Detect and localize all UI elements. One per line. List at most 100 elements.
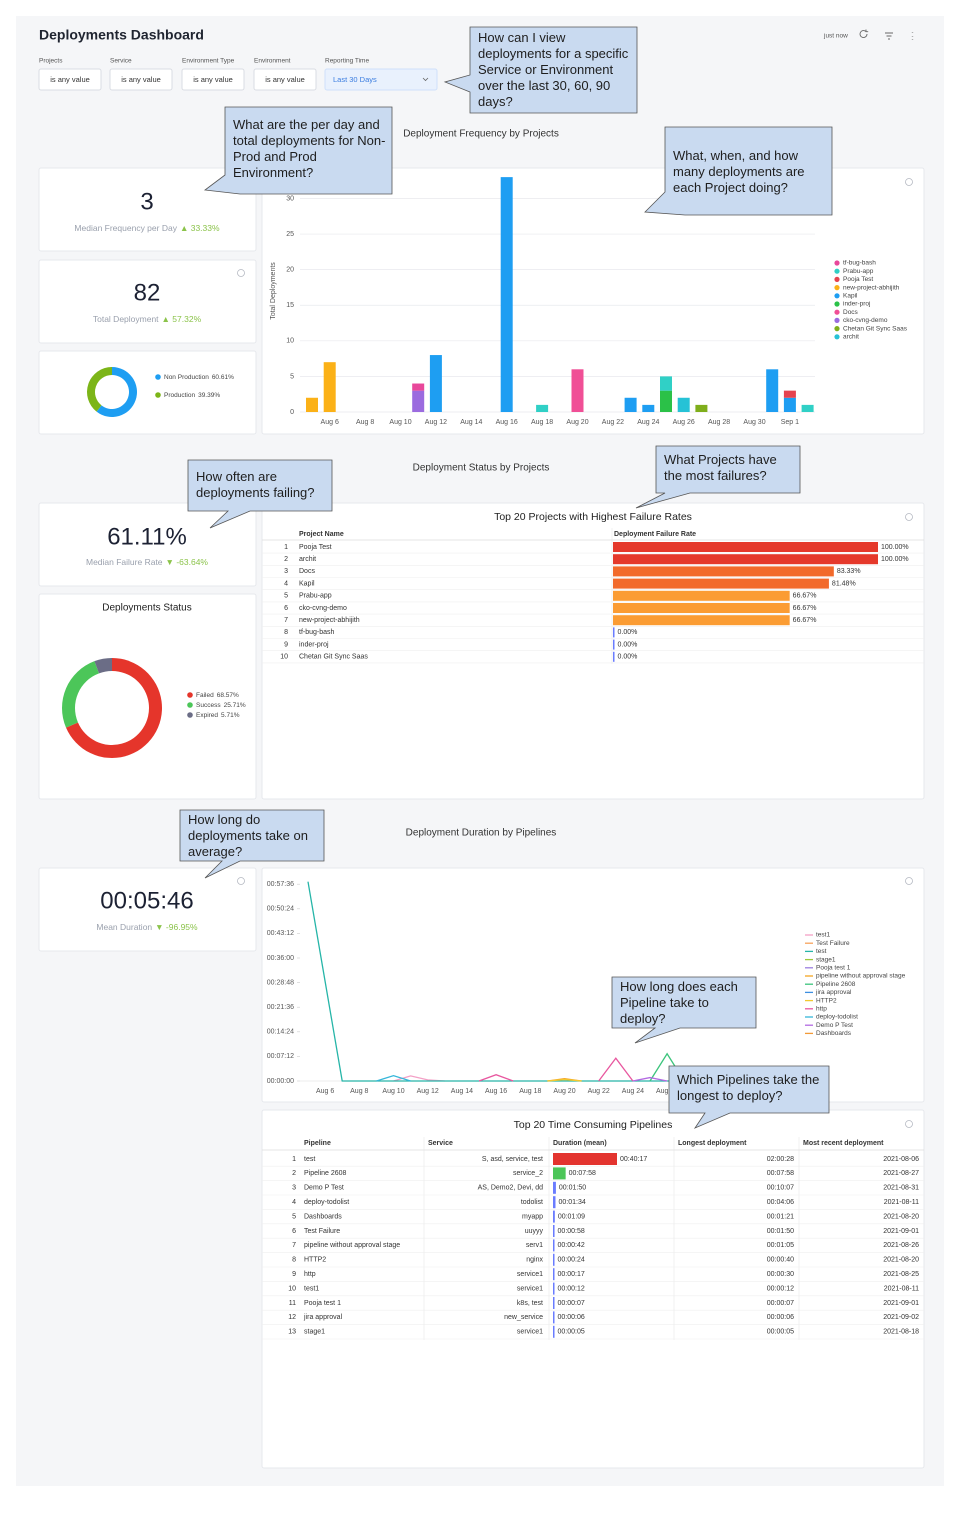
callout-text: How can I view deployments for a specifi…: [478, 30, 629, 109]
legend-label: archit: [843, 334, 859, 341]
filter-box[interactable]: [324, 68, 438, 91]
table-title: Top 20 Time Consuming Pipelines: [514, 1119, 673, 1131]
x-tick-label: Sep 1: [781, 419, 799, 426]
failure-rate-label: 100.00%: [881, 556, 909, 563]
legend-swatch: [834, 309, 840, 315]
pipeline-name: Pooja test 1: [304, 1300, 341, 1307]
legend-value: 68.57%: [217, 692, 239, 699]
line-series: [632, 1076, 668, 1082]
filter-box[interactable]: [181, 68, 245, 91]
x-tick-label: Aug 16: [496, 419, 518, 426]
service-name: myapp: [522, 1213, 543, 1220]
legend-label: stage1: [816, 956, 836, 963]
legend-label: pipeline without approval stage: [816, 973, 906, 980]
legend-swatch: [834, 285, 840, 291]
row-number: 11: [289, 1300, 296, 1307]
legend-name: Expired: [196, 712, 218, 719]
pipeline-name: Pipeline 2608: [304, 1170, 347, 1177]
panel-menu-icon[interactable]: [905, 877, 913, 885]
dashboard-title: Deployments Dashboard: [39, 27, 204, 43]
legend-label: test1: [816, 932, 830, 939]
y-tick-label: 30: [286, 195, 294, 202]
legend-label: Pipeline 2608: [816, 981, 856, 988]
kpi-change: ▼ -63.64%: [166, 557, 209, 567]
filter-box[interactable]: [253, 68, 317, 91]
longest-deployment: 00:01:21: [767, 1213, 794, 1220]
y-tick-label: 00:43:12: [267, 930, 294, 937]
panel-menu-icon[interactable]: [905, 178, 913, 186]
bar: [536, 404, 549, 412]
callout-text: How often are deployments failing?: [196, 469, 315, 500]
panel-menu-icon[interactable]: [237, 269, 245, 277]
filter-box[interactable]: [38, 68, 102, 91]
legend-label: Demo P Test: [816, 1022, 853, 1029]
filter-value: Last 30 Days: [333, 75, 377, 84]
row-number: 1: [292, 1156, 296, 1163]
duration-label: 00:00:58: [558, 1228, 585, 1235]
filter-box[interactable]: [109, 68, 173, 91]
recent-deployment: 2021-08-26: [883, 1242, 919, 1249]
legend-swatch: [834, 326, 840, 332]
line-series: [307, 881, 685, 1082]
filter-label: Environment: [254, 58, 291, 65]
kpi-value: 61.11%: [107, 523, 187, 550]
service-name: uuyyy: [525, 1228, 544, 1235]
failure-rate-label: 66.67%: [793, 617, 817, 624]
kpi-change: ▲ 57.32%: [162, 314, 202, 324]
row-number: 7: [284, 617, 288, 624]
service-name: nginx: [526, 1257, 543, 1264]
pipeline-name: stage1: [304, 1329, 325, 1336]
refresh-icon[interactable]: [859, 29, 869, 38]
legend-swatch: [834, 268, 840, 274]
filter-icon[interactable]: [885, 32, 893, 40]
last-updated: just now: [823, 33, 848, 40]
pipeline-name: http: [304, 1271, 316, 1278]
kpi-label: Mean Duration: [96, 922, 152, 932]
y-tick-label: 20: [286, 266, 294, 273]
x-tick-label: Aug 10: [382, 1088, 404, 1095]
section-title: Deployment Duration by Pipelines: [406, 828, 557, 839]
x-tick-label: Aug 14: [451, 1088, 473, 1095]
y-tick-label: 00:14:24: [267, 1029, 294, 1036]
panel: [261, 167, 925, 435]
row-number: 2: [292, 1170, 296, 1177]
failure-bar: [613, 639, 615, 650]
x-tick-label: Aug 28: [708, 419, 730, 426]
x-tick-label: Aug 16: [485, 1088, 507, 1095]
row-number: 2: [284, 556, 288, 563]
x-tick-label: Aug 26: [673, 419, 695, 426]
legend-label: new-project-abhijith: [843, 284, 900, 291]
failure-rate-label: 100.00%: [881, 544, 909, 551]
pipeline-name: test1: [304, 1285, 319, 1292]
callout-text: What Projects have the most failures?: [664, 452, 777, 483]
service-name: serv1: [526, 1242, 543, 1249]
panel-menu-icon[interactable]: [905, 1120, 913, 1128]
bar: [695, 404, 708, 412]
legend-name: Success: [196, 702, 221, 709]
y-tick-label: 25: [286, 231, 294, 238]
recent-deployment: 2021-09-01: [883, 1228, 919, 1235]
project-name: cko-cvng-demo: [299, 605, 347, 612]
callout-text: How long do deployments take on average?: [188, 812, 308, 859]
section-title: Deployment Frequency by Projects: [403, 129, 559, 140]
service-name: service1: [517, 1285, 543, 1292]
longest-deployment: 00:04:06: [767, 1199, 794, 1206]
duration-label: 00:00:17: [558, 1271, 585, 1278]
failure-rate-label: 0.00%: [618, 654, 638, 661]
kpi-value: 00:05:46: [100, 887, 193, 914]
filter-value: is any value: [121, 75, 161, 84]
y-axis-label: Total Deployments: [270, 262, 277, 320]
duration-bar: [553, 1268, 555, 1281]
duration-bar: [553, 1225, 555, 1237]
row-number: 9: [284, 641, 288, 648]
legend-label: deploy-todolist: [816, 1014, 858, 1021]
legend-label: test: [816, 948, 827, 955]
row-number: 3: [284, 568, 288, 575]
bar: [429, 355, 442, 412]
panel-menu-icon[interactable]: [905, 513, 913, 521]
panel: [261, 867, 925, 1103]
legend-label: Non Production 60.61%: [164, 374, 234, 381]
panel: [38, 259, 257, 344]
